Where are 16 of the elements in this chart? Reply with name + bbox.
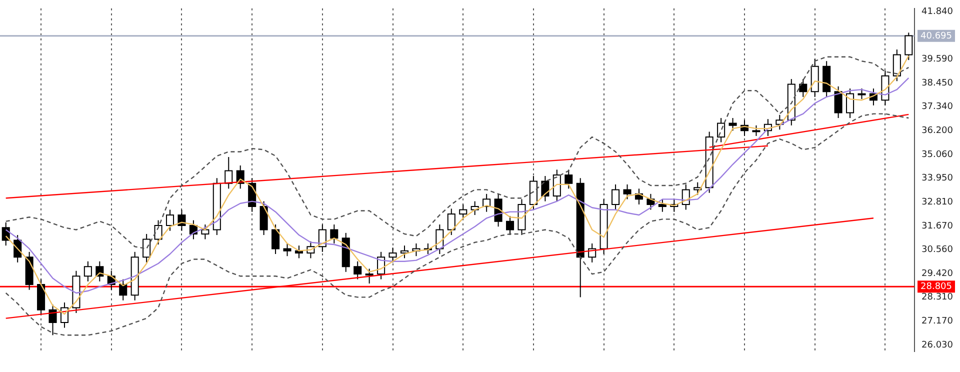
y-tick-label: 35.060 — [922, 150, 954, 160]
y-tick-label: 28.310 — [922, 292, 954, 302]
y-tick-label: 31.670 — [922, 222, 954, 232]
y-tick-label: 26.030 — [922, 340, 954, 350]
y-tick-label: 36.200 — [922, 126, 954, 136]
y-tick-label: 29.420 — [922, 268, 954, 279]
y-tick-label: 38.450 — [922, 78, 954, 89]
ref-line-label: 28.805 — [920, 282, 952, 292]
y-tick-label: 27.170 — [922, 316, 954, 326]
y-tick-label: 30.560 — [922, 244, 954, 255]
y-tick-label: 39.590 — [922, 54, 954, 65]
y-tick-label: 37.340 — [922, 102, 954, 112]
ref-line-label: 40.695 — [920, 31, 952, 42]
y-tick-label: 41.840 — [922, 7, 954, 18]
y-tick-label: 32.810 — [922, 197, 954, 208]
y-tick-label: 33.950 — [922, 173, 954, 184]
